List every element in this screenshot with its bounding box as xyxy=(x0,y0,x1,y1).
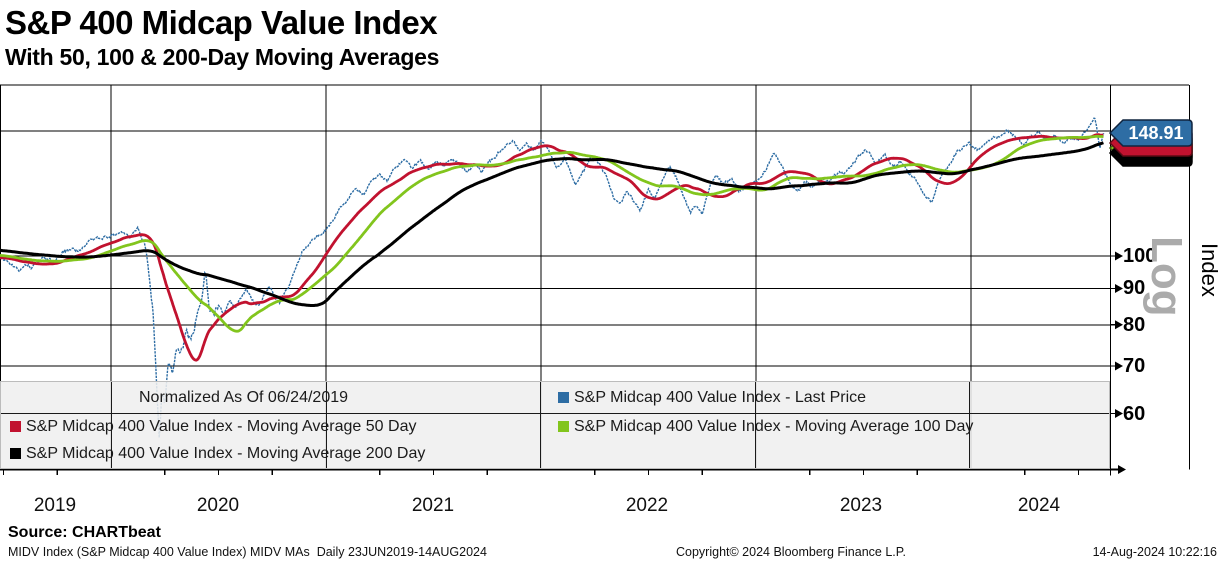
legend-gridline-60 xyxy=(1,413,1109,414)
ma50-line xyxy=(0,133,1104,362)
y-tick-80: 80 xyxy=(1123,314,1146,336)
timestamp: 14-Aug-2024 10:22:16 xyxy=(1092,545,1217,559)
legend-item-last-price: S&P Midcap 400 Value Index - Last Price xyxy=(558,387,866,409)
chart-legend: Normalized As Of 06/24/2019 S&P Midcap 4… xyxy=(0,381,1110,469)
x-axis-ticks xyxy=(2,469,1080,475)
price-line xyxy=(0,117,1105,438)
last-price-tags xyxy=(1108,119,1193,167)
last-price-tag: 148.91 xyxy=(1128,123,1184,143)
legend-gridline-vertical xyxy=(969,382,970,468)
y-tick-70: 70 xyxy=(1123,355,1146,377)
copyright: Copyright© 2024 Bloomberg Finance L.P. xyxy=(676,545,906,559)
x-tick-2021: 2021 xyxy=(411,495,455,516)
log-scale-watermark: Log xyxy=(1142,236,1191,317)
legend-item-ma100: S&P Midcap 400 Value Index - Moving Aver… xyxy=(558,416,973,438)
y-tick-60: 60 xyxy=(1123,403,1146,425)
y-axis-tick-arrows xyxy=(1110,251,1123,419)
legend-gridline-vertical xyxy=(540,382,541,468)
legend-item-ma50: S&P Midcap 400 Value Index - Moving Aver… xyxy=(10,416,416,438)
page-subtitle: With 50, 100 & 200-Day Moving Averages xyxy=(5,44,440,70)
x-tick-2024: 2024 xyxy=(1017,495,1061,516)
y-axis-title: Index xyxy=(1197,243,1222,297)
legend-normalized-note: Normalized As Of 06/24/2019 xyxy=(139,389,349,406)
legend-gridline-vertical xyxy=(755,382,756,468)
x-tick-2020: 2020 xyxy=(196,495,240,516)
ma200-line xyxy=(0,141,1105,307)
ma200-swatch xyxy=(10,448,21,459)
ma50-swatch xyxy=(10,421,21,432)
y-tick-90: 90 xyxy=(1123,277,1146,299)
chart-meta: MIDV Index (S&P Midcap 400 Value Index) … xyxy=(8,545,487,559)
x-tick-2019: 2019 xyxy=(33,495,77,516)
ma100-swatch xyxy=(558,421,569,432)
ma100-line xyxy=(0,134,1104,333)
y-tick-100: 100 xyxy=(1123,245,1157,267)
source-label: Source: CHARTbeat xyxy=(8,524,161,541)
legend-gridline-vertical xyxy=(111,382,112,468)
page-title: S&P 400 Midcap Value Index xyxy=(5,4,438,41)
x-tick-2023: 2023 xyxy=(839,495,883,516)
legend-gridline-vertical xyxy=(326,382,327,468)
last-price-swatch xyxy=(558,392,569,403)
series-lines xyxy=(0,117,1105,438)
x-tick-2022: 2022 xyxy=(625,495,669,516)
legend-item-ma200: S&P Midcap 400 Value Index - Moving Aver… xyxy=(10,443,425,465)
